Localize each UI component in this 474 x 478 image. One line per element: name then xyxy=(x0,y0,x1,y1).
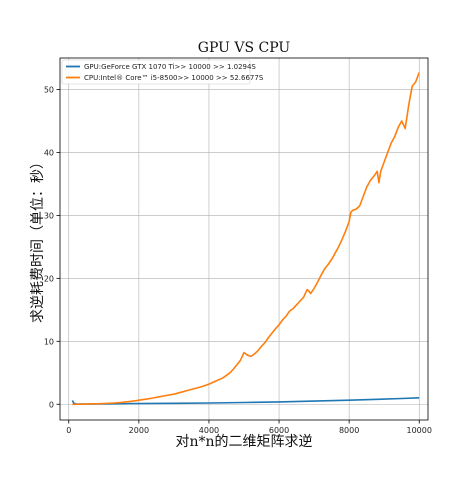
series-lines xyxy=(71,72,420,406)
y-tick-label: 10 xyxy=(44,337,54,346)
x-tick-label: 10000 xyxy=(407,426,432,435)
legend-label-cpu: CPU:Intel® Core™ i5-8500>> 10000 >> 52.6… xyxy=(84,74,264,82)
y-tick-label: 40 xyxy=(44,148,54,157)
y-tick-label: 20 xyxy=(44,274,54,283)
y-axis-title: 求逆耗费时间（单位：秒） xyxy=(30,155,46,323)
chart-title: GPU VS CPU xyxy=(198,40,291,56)
x-tick-label: 8000 xyxy=(339,426,359,435)
legend-label-gpu: GPU:GeForce GTX 1070 Ti>> 10000 >> 1.029… xyxy=(84,63,256,71)
series-line-cpu xyxy=(72,72,420,406)
x-tick-label: 0 xyxy=(66,426,71,435)
x-tick-label: 4000 xyxy=(199,426,219,435)
legend: GPU:GeForce GTX 1070 Ti>> 10000 >> 1.029… xyxy=(61,59,264,85)
y-tick-label: 0 xyxy=(49,400,54,409)
grid xyxy=(60,58,428,420)
legend-box xyxy=(61,59,251,85)
y-tick-label: 50 xyxy=(44,85,54,94)
x-tick-label: 2000 xyxy=(129,426,149,435)
x-tick-label: 6000 xyxy=(269,426,289,435)
x-axis-title: 对n*n的二维矩阵求逆 xyxy=(175,434,312,450)
axis-ticks: 0 2000 4000 6000 8000 10000 0 10 20 30 40 50 xyxy=(44,85,432,435)
plot-frame xyxy=(59,57,429,421)
y-tick-label: 30 xyxy=(44,211,54,220)
